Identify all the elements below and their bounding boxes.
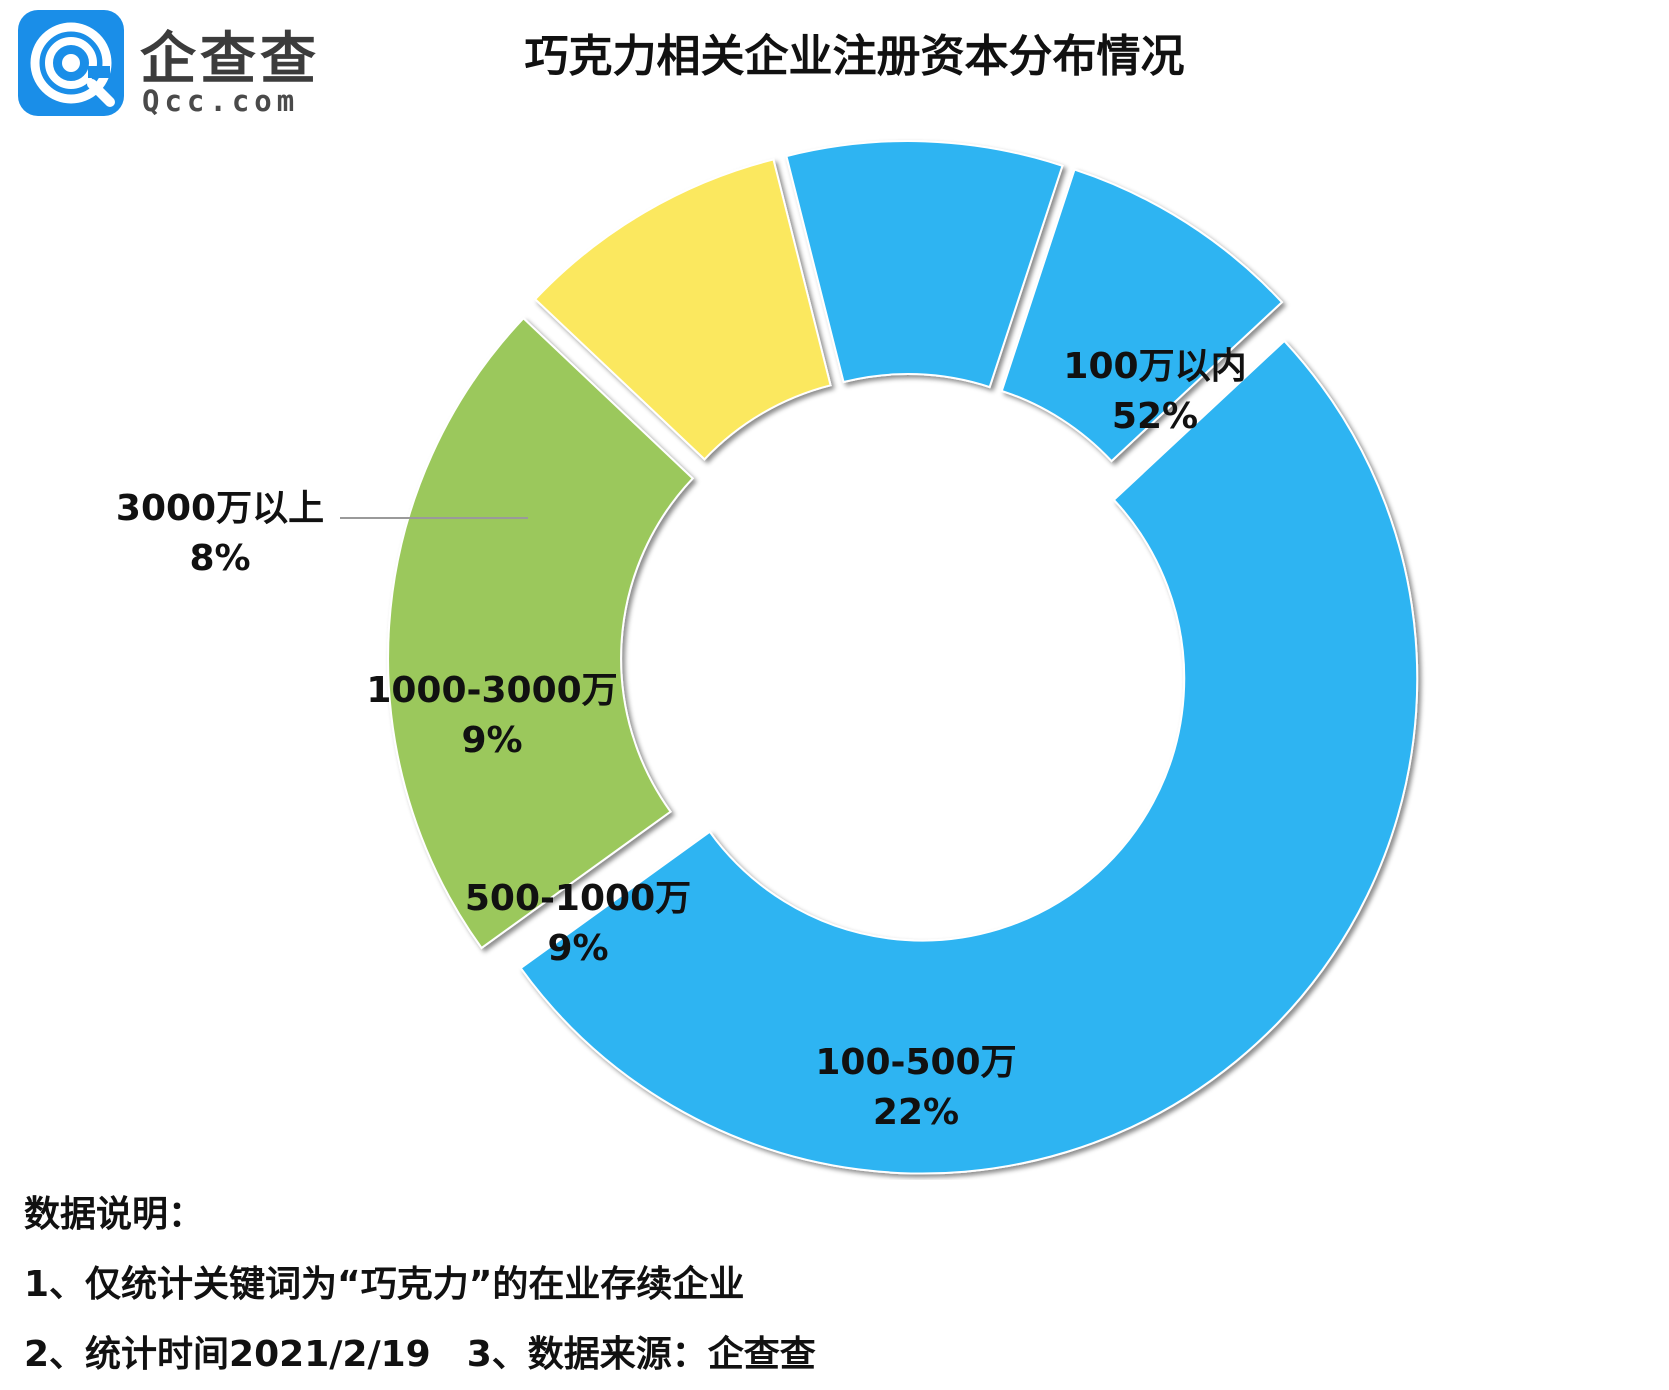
slice-value-label: 52% xyxy=(1112,396,1198,437)
donut-slice xyxy=(1000,168,1284,463)
slice-value-label: 22% xyxy=(873,1092,959,1133)
slice-category-label: 3000万以上 xyxy=(116,488,324,529)
donut-slice xyxy=(785,140,1064,389)
notes-heading: 数据说明： xyxy=(24,1194,205,1235)
qcc-logo-icon xyxy=(18,10,124,116)
donut-slice xyxy=(533,158,832,461)
slice-category-label: 500-1000万 xyxy=(465,878,691,919)
slice-value-label: 9% xyxy=(461,720,522,761)
labels-group: 100万以内 52% 100-500万 22% 500-1000万 9% 1000-3000… xyxy=(116,346,1247,1133)
data-notes: 数据说明： 1、仅统计关键词为“巧克力”的在业存续企业 2、统计时间2021/2… xyxy=(24,1180,816,1390)
qcc-logo: 企查查 Qcc.com xyxy=(18,10,348,120)
logo-domain: Qcc.com xyxy=(142,84,300,118)
chart-title: 巧克力相关企业注册资本分布情况 xyxy=(524,31,1185,82)
slice-category-label: 100-500万 xyxy=(815,1042,1016,1083)
slice-value-label: 9% xyxy=(547,928,608,969)
slice-category-label: 1000-3000万 xyxy=(366,670,617,711)
slices-group xyxy=(387,140,1419,1175)
slice-category-label: 100万以内 xyxy=(1063,346,1246,387)
notes-line-1: 1、仅统计关键词为“巧克力”的在业存续企业 xyxy=(24,1264,745,1305)
donut-slice xyxy=(387,316,695,950)
donut-chart: 100万以内 52% 100-500万 22% 500-1000万 9% 1000-3000… xyxy=(116,140,1419,1175)
slice-value-label: 8% xyxy=(189,538,250,579)
notes-line-2: 2、统计时间2021/2/19 3、数据来源：企查查 xyxy=(24,1334,816,1375)
logo-name: 企查查 xyxy=(140,27,320,92)
donut-slice xyxy=(519,339,1419,1175)
